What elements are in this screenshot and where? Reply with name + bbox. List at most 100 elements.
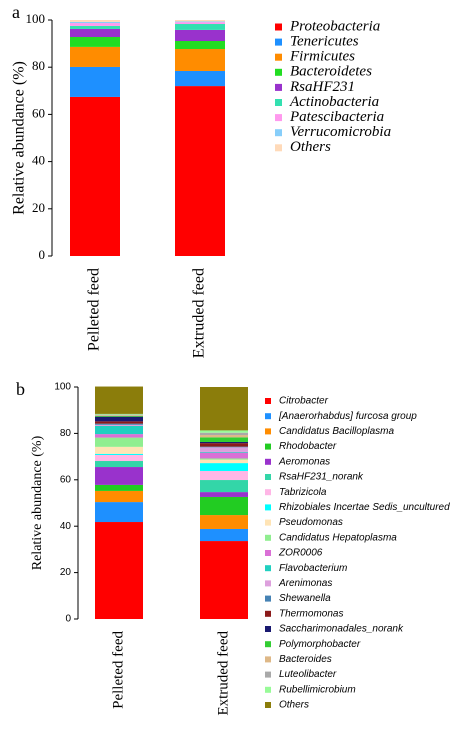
legend-label: [Anaerorhabdus] furcosa group <box>278 411 417 422</box>
bar-segment <box>70 66 120 97</box>
legend-swatch <box>275 68 282 76</box>
legend-swatch <box>265 610 271 617</box>
bar-segment <box>70 21 120 24</box>
y-tick-label: 20 <box>32 200 45 215</box>
x-tick-label: Extruded feed <box>215 631 231 716</box>
bar-segment <box>175 70 225 87</box>
legend-swatch <box>275 114 282 122</box>
bar-segment <box>95 416 143 422</box>
legend-swatch <box>265 626 271 632</box>
bar-segment <box>95 415 143 416</box>
bar-segment <box>200 451 248 453</box>
bar-segment <box>95 467 143 485</box>
legend-swatch <box>275 99 282 106</box>
bar-segment <box>200 441 248 444</box>
legend-swatch <box>275 23 282 31</box>
legend-label: Tenericutes <box>290 34 359 50</box>
legend-label: Patescibacteria <box>289 109 384 125</box>
bar-segment <box>95 421 143 424</box>
legend-label: Candidatus Hepatoplasma <box>279 532 397 543</box>
panel-label: a <box>12 2 20 22</box>
bar-segment <box>200 459 248 464</box>
y-tick-label: 60 <box>32 105 45 120</box>
bar-segment <box>95 434 143 438</box>
bar-segment <box>200 446 248 448</box>
bar-segment <box>200 463 248 471</box>
legend-label: Rubellimicrobium <box>279 684 356 695</box>
bar-segment <box>175 21 225 23</box>
legend-swatch <box>275 144 282 152</box>
bar-segment <box>200 430 248 433</box>
legend-swatch <box>265 595 271 602</box>
y-tick-label: 80 <box>60 428 72 439</box>
bar-segment <box>95 502 143 523</box>
legend-label: Tabrizicola <box>279 487 327 498</box>
bar-segment <box>95 413 143 415</box>
bar-segment <box>95 522 143 619</box>
legend-swatch <box>265 398 271 404</box>
y-axis-label: Relative abundance (%) <box>11 61 28 215</box>
legend-swatch <box>265 534 271 541</box>
legend-label: Thermomonas <box>279 608 343 619</box>
bar-segment <box>200 496 248 516</box>
bar-segment <box>70 23 120 26</box>
legend-label: Bacteroides <box>279 654 332 665</box>
legend-swatch <box>265 428 271 435</box>
bar-segment <box>70 20 120 22</box>
legend-label: Citrobacter <box>279 396 329 407</box>
legend-label: Firmicutes <box>289 49 355 65</box>
legend-swatch <box>265 413 271 420</box>
bar-segment <box>200 443 248 447</box>
y-tick-label: 100 <box>26 11 46 26</box>
legend-swatch <box>265 565 271 572</box>
y-tick-label: 60 <box>60 474 72 485</box>
bar-segment <box>95 484 143 491</box>
bar-segment <box>200 447 248 452</box>
legend-label: Others <box>279 700 309 711</box>
legend-label: RsaHF231 <box>289 79 355 95</box>
bar-segment <box>175 49 225 71</box>
y-tick-label: 40 <box>32 153 45 168</box>
bar-segment <box>200 437 248 442</box>
bar-segment <box>95 416 143 417</box>
y-tick-label: 0 <box>39 247 46 262</box>
legend-label: Saccharimonadales_norank <box>279 624 404 635</box>
y-tick-label: 80 <box>32 58 45 73</box>
legend-swatch <box>265 580 271 587</box>
legend-label: Others <box>290 139 331 155</box>
bar-segment <box>95 423 143 425</box>
bar-segment <box>200 480 248 493</box>
y-tick-label: 20 <box>60 567 72 578</box>
bar-segment <box>175 24 225 30</box>
legend-swatch <box>265 686 271 693</box>
bar-segment <box>95 490 143 503</box>
legend-swatch <box>265 474 271 480</box>
bar-segment <box>95 386 143 414</box>
legend-label: Actinobacteria <box>289 94 379 110</box>
bar-segment <box>95 424 143 426</box>
legend-label: Verrucomicrobia <box>290 124 391 140</box>
y-tick-label: 0 <box>65 614 71 625</box>
legend-swatch <box>265 458 271 465</box>
bar-segment <box>70 46 120 67</box>
legend-swatch <box>265 550 271 556</box>
legend-swatch <box>265 702 271 708</box>
y-tick-label: 40 <box>60 521 72 532</box>
bar-segment <box>175 86 225 256</box>
legend-swatch <box>275 53 282 61</box>
x-tick-label: Pelleted feed <box>86 268 103 351</box>
legend-swatch <box>265 504 271 511</box>
x-tick-label: Extruded feed <box>191 268 208 358</box>
legend-label: ZOR0006 <box>278 548 323 559</box>
x-tick-label: Pelleted feed <box>110 631 126 709</box>
legend-swatch <box>265 519 271 526</box>
legend-label: Rhodobacter <box>279 441 337 452</box>
bar-segment <box>200 528 248 542</box>
bar-segment <box>70 28 120 37</box>
legend-swatch <box>265 641 271 648</box>
legend-swatch <box>275 83 282 91</box>
bar-segment <box>200 458 248 460</box>
bar-segment <box>95 461 143 468</box>
bar-segment <box>175 29 225 42</box>
bar-segment <box>70 36 120 47</box>
